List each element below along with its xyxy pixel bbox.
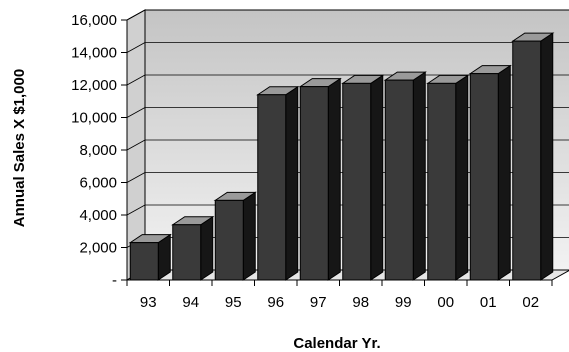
bar-front [214,199,244,281]
bar-front [512,40,542,281]
bar-93 [128,233,172,281]
x-tick-label: 93 [140,294,157,311]
bar-95 [213,191,257,281]
bar-front [257,94,287,281]
bar-side [455,74,469,281]
bar-front [342,82,372,281]
bar-side [242,191,256,281]
y-tick-label: 4,000 [79,207,117,224]
bar-side [497,64,511,281]
x-tick-label: 99 [395,294,412,311]
gridline-side [126,9,146,21]
y-tick-label: 2,000 [79,240,117,257]
x-tick-label: 00 [437,294,454,311]
y-tick-label: 16,000 [71,12,117,29]
bar-00 [426,74,470,281]
bar-front [384,79,414,281]
bar-01 [468,64,512,281]
x-tick-label: 02 [522,294,539,311]
y-axis-title: Annual Sales X $1,000 [11,69,28,227]
gridline-side [126,172,146,183]
x-tick-label: 01 [480,294,497,311]
gridline-side [126,139,146,151]
bar-front [427,82,457,281]
bar-front [129,242,159,281]
y-tick-label: - [112,272,117,289]
y-tick-label: 8,000 [79,142,117,159]
bar-side [540,32,554,281]
bar-97 [298,77,342,281]
bar-02 [511,32,555,281]
x-tick-label: 95 [225,294,242,311]
gridline-side [126,204,146,216]
bar-side [285,85,299,281]
y-tick-label: 10,000 [71,110,117,127]
bar-side [327,77,341,281]
bar-94 [171,215,215,281]
bar-99 [383,71,427,281]
x-tick-label: 96 [267,294,284,311]
y-tick-label: 6,000 [79,175,117,192]
bar-front [299,86,329,281]
bar-front [469,73,499,281]
y-tick-label: 12,000 [71,77,117,94]
bar-side [412,71,426,281]
y-tick-label: 14,000 [71,45,117,62]
bar-front [172,224,202,281]
gridline-side [126,107,146,118]
x-tick-label: 98 [352,294,369,311]
gridline-side [126,42,146,53]
bar-side [200,215,214,281]
x-tick-label: 97 [310,294,327,311]
gridline-side [126,74,146,86]
x-axis-title: Calendar Yr. [293,335,380,352]
bar-96 [256,85,300,281]
bar-side [370,74,384,281]
bar-98 [341,74,385,281]
x-tick-label: 94 [182,294,199,311]
